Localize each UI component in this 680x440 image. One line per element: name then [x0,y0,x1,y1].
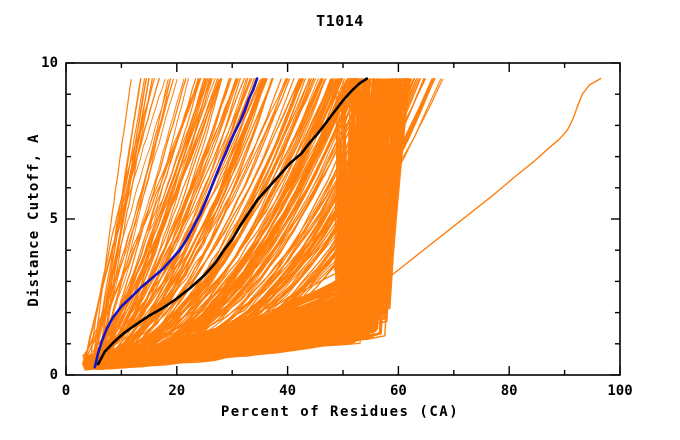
ensemble-curve [93,78,268,360]
series-reference-blue [93,77,259,369]
ensemble-curve [100,78,263,362]
highlight-curves [93,77,602,369]
ensemble-curve [344,102,347,279]
ensemble-curve [347,131,351,262]
ensemble-curve [101,77,153,367]
x-tick-label: 80 [500,383,518,399]
ensemble-curve [92,78,263,366]
ensemble-curve [92,79,132,360]
ensemble-curve [337,185,341,303]
ensemble-curve [358,95,364,308]
ensemble-curve [83,77,160,367]
ensemble-curve [363,142,369,325]
ensemble-curve [101,78,210,364]
ensemble-curve [97,77,148,370]
series-reference-black [96,77,369,366]
ensemble-curve [91,78,315,357]
ensemble-curve [377,172,381,310]
ensemble-curve [82,78,178,359]
chart-title: T1014 [316,12,364,30]
y-tick-label: 10 [41,55,58,71]
ensemble-curve [96,78,172,363]
ensemble-curve [380,93,385,303]
ensemble-curve [86,78,251,368]
x-tick-label: 60 [389,383,407,399]
axis-frame [65,62,621,376]
ensemble-curve [370,108,374,307]
ensemble-curve [354,177,358,284]
ensemble-curve [334,196,337,272]
ensemble-curve [86,78,209,358]
x-tick-label: 20 [168,383,186,399]
ensemble-curve [342,251,346,304]
ensemble-curve [87,78,238,362]
ensemble-curve [365,241,371,301]
ensemble-curve [335,104,340,309]
y-tick-label: 5 [49,211,58,227]
ensemble-curve [84,78,303,362]
ensemble-curve [354,145,359,282]
ensemble-curve [360,201,367,288]
ensemble-curve [92,78,202,364]
ensemble-curve [374,119,378,294]
y-tick-label: 0 [49,367,58,383]
ensemble-curve [84,78,212,363]
x-axis-label: Percent of Residues (CA) [220,404,460,420]
x-tick-label: 0 [61,383,71,399]
ensemble-curve [338,248,345,329]
ensemble-curve [91,78,171,370]
ensemble-curve [347,205,352,272]
ensemble-curve [350,135,354,303]
x-tick-label: 100 [607,383,633,399]
series-outlier-orange [381,77,602,284]
ensemble-curve [356,107,360,323]
ensemble-curve [85,78,200,359]
ensemble-curves [82,77,444,371]
ensemble-curve [83,78,222,366]
x-tick-label: 40 [279,383,297,399]
